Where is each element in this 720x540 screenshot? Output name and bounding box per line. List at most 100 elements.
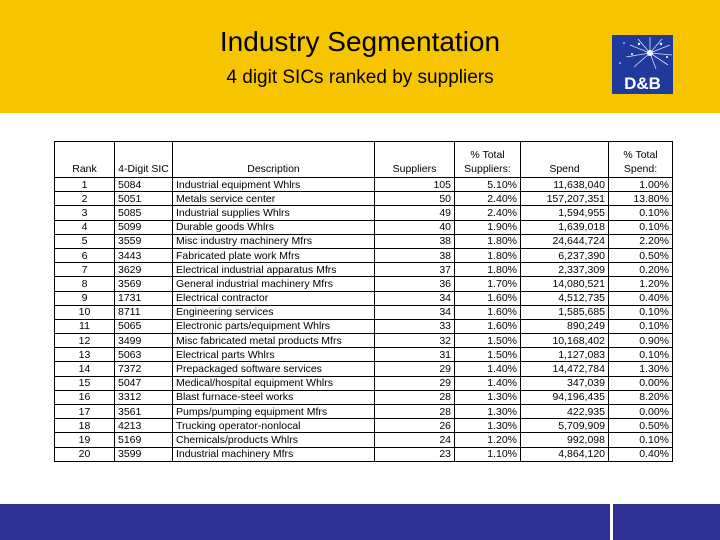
cell-description: Misc fabricated metal products Mfrs	[172, 333, 375, 349]
cell-suppliers: 38	[374, 233, 455, 249]
cell-suppliers: 36	[374, 276, 455, 292]
cell-pct-suppliers: 1.40%	[454, 375, 521, 391]
cell-rank: 19	[54, 432, 115, 448]
header-pct-spend: % Total Spend:	[608, 141, 673, 178]
sic-ranking-table: Rank 4-Digit SIC Description Suppliers %…	[54, 141, 673, 462]
cell-suppliers: 34	[374, 304, 455, 320]
cell-description: Industrial equipment Whlrs	[172, 176, 375, 193]
cell-suppliers: 37	[374, 262, 455, 278]
cell-sic: 3561	[114, 403, 173, 420]
table-row: 1 5084 Industrial equipment Whlrs 105 5.10% 1…	[54, 176, 673, 193]
cell-spend: 422,935	[520, 403, 609, 420]
cell-rank: 8	[54, 276, 115, 292]
cell-description: Industrial machinery Mfrs	[172, 446, 375, 462]
cell-sic: 5065	[114, 318, 173, 335]
cell-spend: 6,237,390	[520, 247, 609, 264]
cell-description: Metals service center	[172, 191, 375, 207]
header-pct-suppliers: % Total Suppliers:	[454, 141, 521, 178]
cell-description: Trucking operator-nonlocal	[172, 418, 375, 434]
cell-pct-spend: 8.20%	[608, 389, 673, 406]
cell-sic: 5084	[114, 176, 173, 193]
cell-rank: 7	[54, 262, 115, 278]
cell-description: Electronic parts/equipment Whlrs	[172, 318, 375, 335]
cell-pct-spend: 0.00%	[608, 403, 673, 420]
cell-pct-spend: 0.40%	[608, 290, 673, 306]
logo-text: D&B	[624, 74, 661, 93]
cell-rank: 15	[54, 375, 115, 391]
cell-rank: 17	[54, 403, 115, 420]
cell-rank: 12	[54, 333, 115, 349]
cell-spend: 4,864,120	[520, 446, 609, 462]
cell-suppliers: 50	[374, 191, 455, 207]
cell-description: General industrial machinery Mfrs	[172, 276, 375, 292]
table-row: 17 3561 Pumps/pumping equipment Mfrs 28 1.30…	[54, 403, 673, 420]
table-row: 20 3599 Industrial machinery Mfrs 23 1.10% 4,…	[54, 446, 673, 462]
cell-spend: 1,127,083	[520, 347, 609, 363]
slide-subtitle: 4 digit SICs ranked by suppliers	[226, 67, 494, 88]
header-description: Description	[172, 141, 375, 178]
cell-suppliers: 28	[374, 403, 455, 420]
cell-pct-spend: 1.20%	[608, 276, 673, 292]
cell-spend: 24,644,724	[520, 233, 609, 249]
cell-spend: 10,168,402	[520, 333, 609, 349]
cell-suppliers: 24	[374, 432, 455, 448]
cell-pct-suppliers: 1.60%	[454, 304, 521, 320]
cell-suppliers: 40	[374, 219, 455, 235]
cell-description: Misc industry machinery Mfrs	[172, 233, 375, 249]
cell-description: Electrical parts Whlrs	[172, 347, 375, 363]
table-row: 10 8711 Engineering services 34 1.60% 1,585,6…	[54, 304, 673, 320]
cell-pct-suppliers: 1.60%	[454, 318, 521, 335]
header-spend: Spend	[520, 141, 609, 178]
cell-pct-spend: 0.10%	[608, 432, 673, 448]
cell-spend: 1,585,685	[520, 304, 609, 320]
cell-pct-suppliers: 1.50%	[454, 347, 521, 363]
supplier-table-container: Rank 4-Digit SIC Description Suppliers %…	[54, 141, 673, 474]
header-suppliers: Suppliers	[374, 141, 455, 178]
cell-sic: 5099	[114, 219, 173, 235]
table-row: 2 5051 Metals service center 50 2.40% 157,207…	[54, 191, 673, 207]
table-row: 4 5099 Durable goods Whlrs 40 1.90% 1,639,018…	[54, 219, 673, 235]
cell-spend: 4,512,735	[520, 290, 609, 306]
cell-suppliers: 38	[374, 247, 455, 264]
cell-pct-spend: 0.50%	[608, 418, 673, 434]
slide-title: Industry Segmentation	[219, 26, 501, 57]
cell-description: Prepackaged software services	[172, 361, 375, 377]
footer-bar	[0, 504, 720, 540]
dnb-logo-icon: D&B	[612, 35, 673, 94]
cell-pct-spend: 2.20%	[608, 233, 673, 249]
cell-pct-spend: 0.10%	[608, 347, 673, 363]
cell-sic: 3443	[114, 247, 173, 264]
cell-spend: 14,472,784	[520, 361, 609, 377]
cell-description: Medical/hospital equipment Whlrs	[172, 375, 375, 391]
cell-rank: 6	[54, 247, 115, 264]
cell-pct-suppliers: 1.30%	[454, 418, 521, 434]
table-row: 13 5063 Electrical parts Whlrs 31 1.50% 1,127…	[54, 347, 673, 363]
cell-pct-spend: 1.30%	[608, 361, 673, 377]
table-row: 3 5085 Industrial supplies Whlrs 49 2.40% 1,5…	[54, 205, 673, 221]
header-rank: Rank	[54, 141, 115, 178]
cell-description: Electrical contractor	[172, 290, 375, 306]
cell-pct-spend: 0.50%	[608, 247, 673, 264]
table-row: 7 3629 Electrical industrial apparatus Mfr…	[54, 262, 673, 278]
cell-description: Industrial supplies Whlrs	[172, 205, 375, 221]
cell-spend: 157,207,351	[520, 191, 609, 207]
cell-sic: 5169	[114, 432, 173, 448]
cell-spend: 1,639,018	[520, 219, 609, 235]
table-row: 9 1731 Electrical contractor 34 1.60% 4,512,7…	[54, 290, 673, 306]
header-bar: Industry Segmentation 4 digit SICs ranke…	[0, 0, 720, 113]
cell-suppliers: 23	[374, 446, 455, 462]
table-row: 16 3312 Blast furnace-steel works 28 1.30% 94…	[54, 389, 673, 406]
table-row: 14 7372 Prepackaged software services 29 1.4…	[54, 361, 673, 377]
cell-pct-suppliers: 1.20%	[454, 432, 521, 448]
cell-suppliers: 32	[374, 333, 455, 349]
cell-pct-suppliers: 1.30%	[454, 389, 521, 406]
cell-spend: 11,638,040	[520, 176, 609, 193]
cell-suppliers: 31	[374, 347, 455, 363]
cell-sic: 7372	[114, 361, 173, 377]
table-row: 5 3559 Misc industry machinery Mfrs 38 1.80%…	[54, 233, 673, 249]
cell-pct-spend: 0.90%	[608, 333, 673, 349]
table-row: 8 3569 General industrial machinery Mfrs 36…	[54, 276, 673, 292]
table-row: 19 5169 Chemicals/products Whlrs 24 1.20% 992…	[54, 432, 673, 448]
cell-pct-suppliers: 1.50%	[454, 333, 521, 349]
cell-sic: 3312	[114, 389, 173, 406]
